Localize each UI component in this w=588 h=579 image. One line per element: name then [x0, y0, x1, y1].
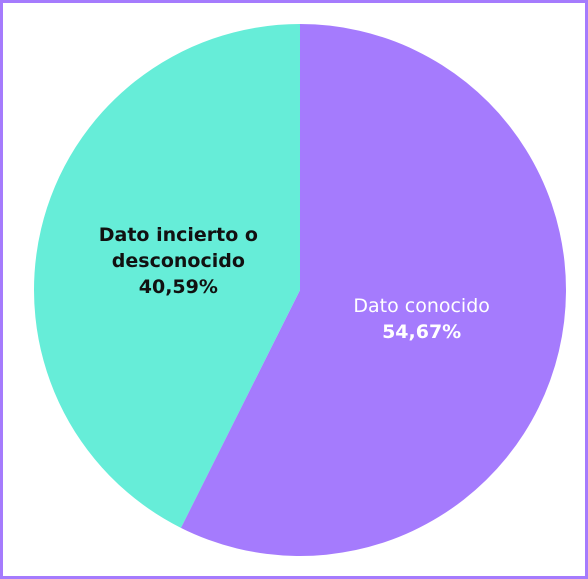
value-label: 40,59% [138, 276, 218, 299]
value-label: 54,67% [382, 320, 462, 343]
pie-slice [34, 24, 301, 528]
category-label: Dato incierto o desconocido [98, 224, 258, 273]
category-label: Dato conocido [353, 294, 490, 317]
slice-label: Dato conocido 54,67% [312, 293, 532, 345]
pie-area [34, 24, 566, 556]
slice-label: Dato incierto o desconocido 40,59% [78, 222, 278, 300]
pie-slice [180, 24, 566, 556]
